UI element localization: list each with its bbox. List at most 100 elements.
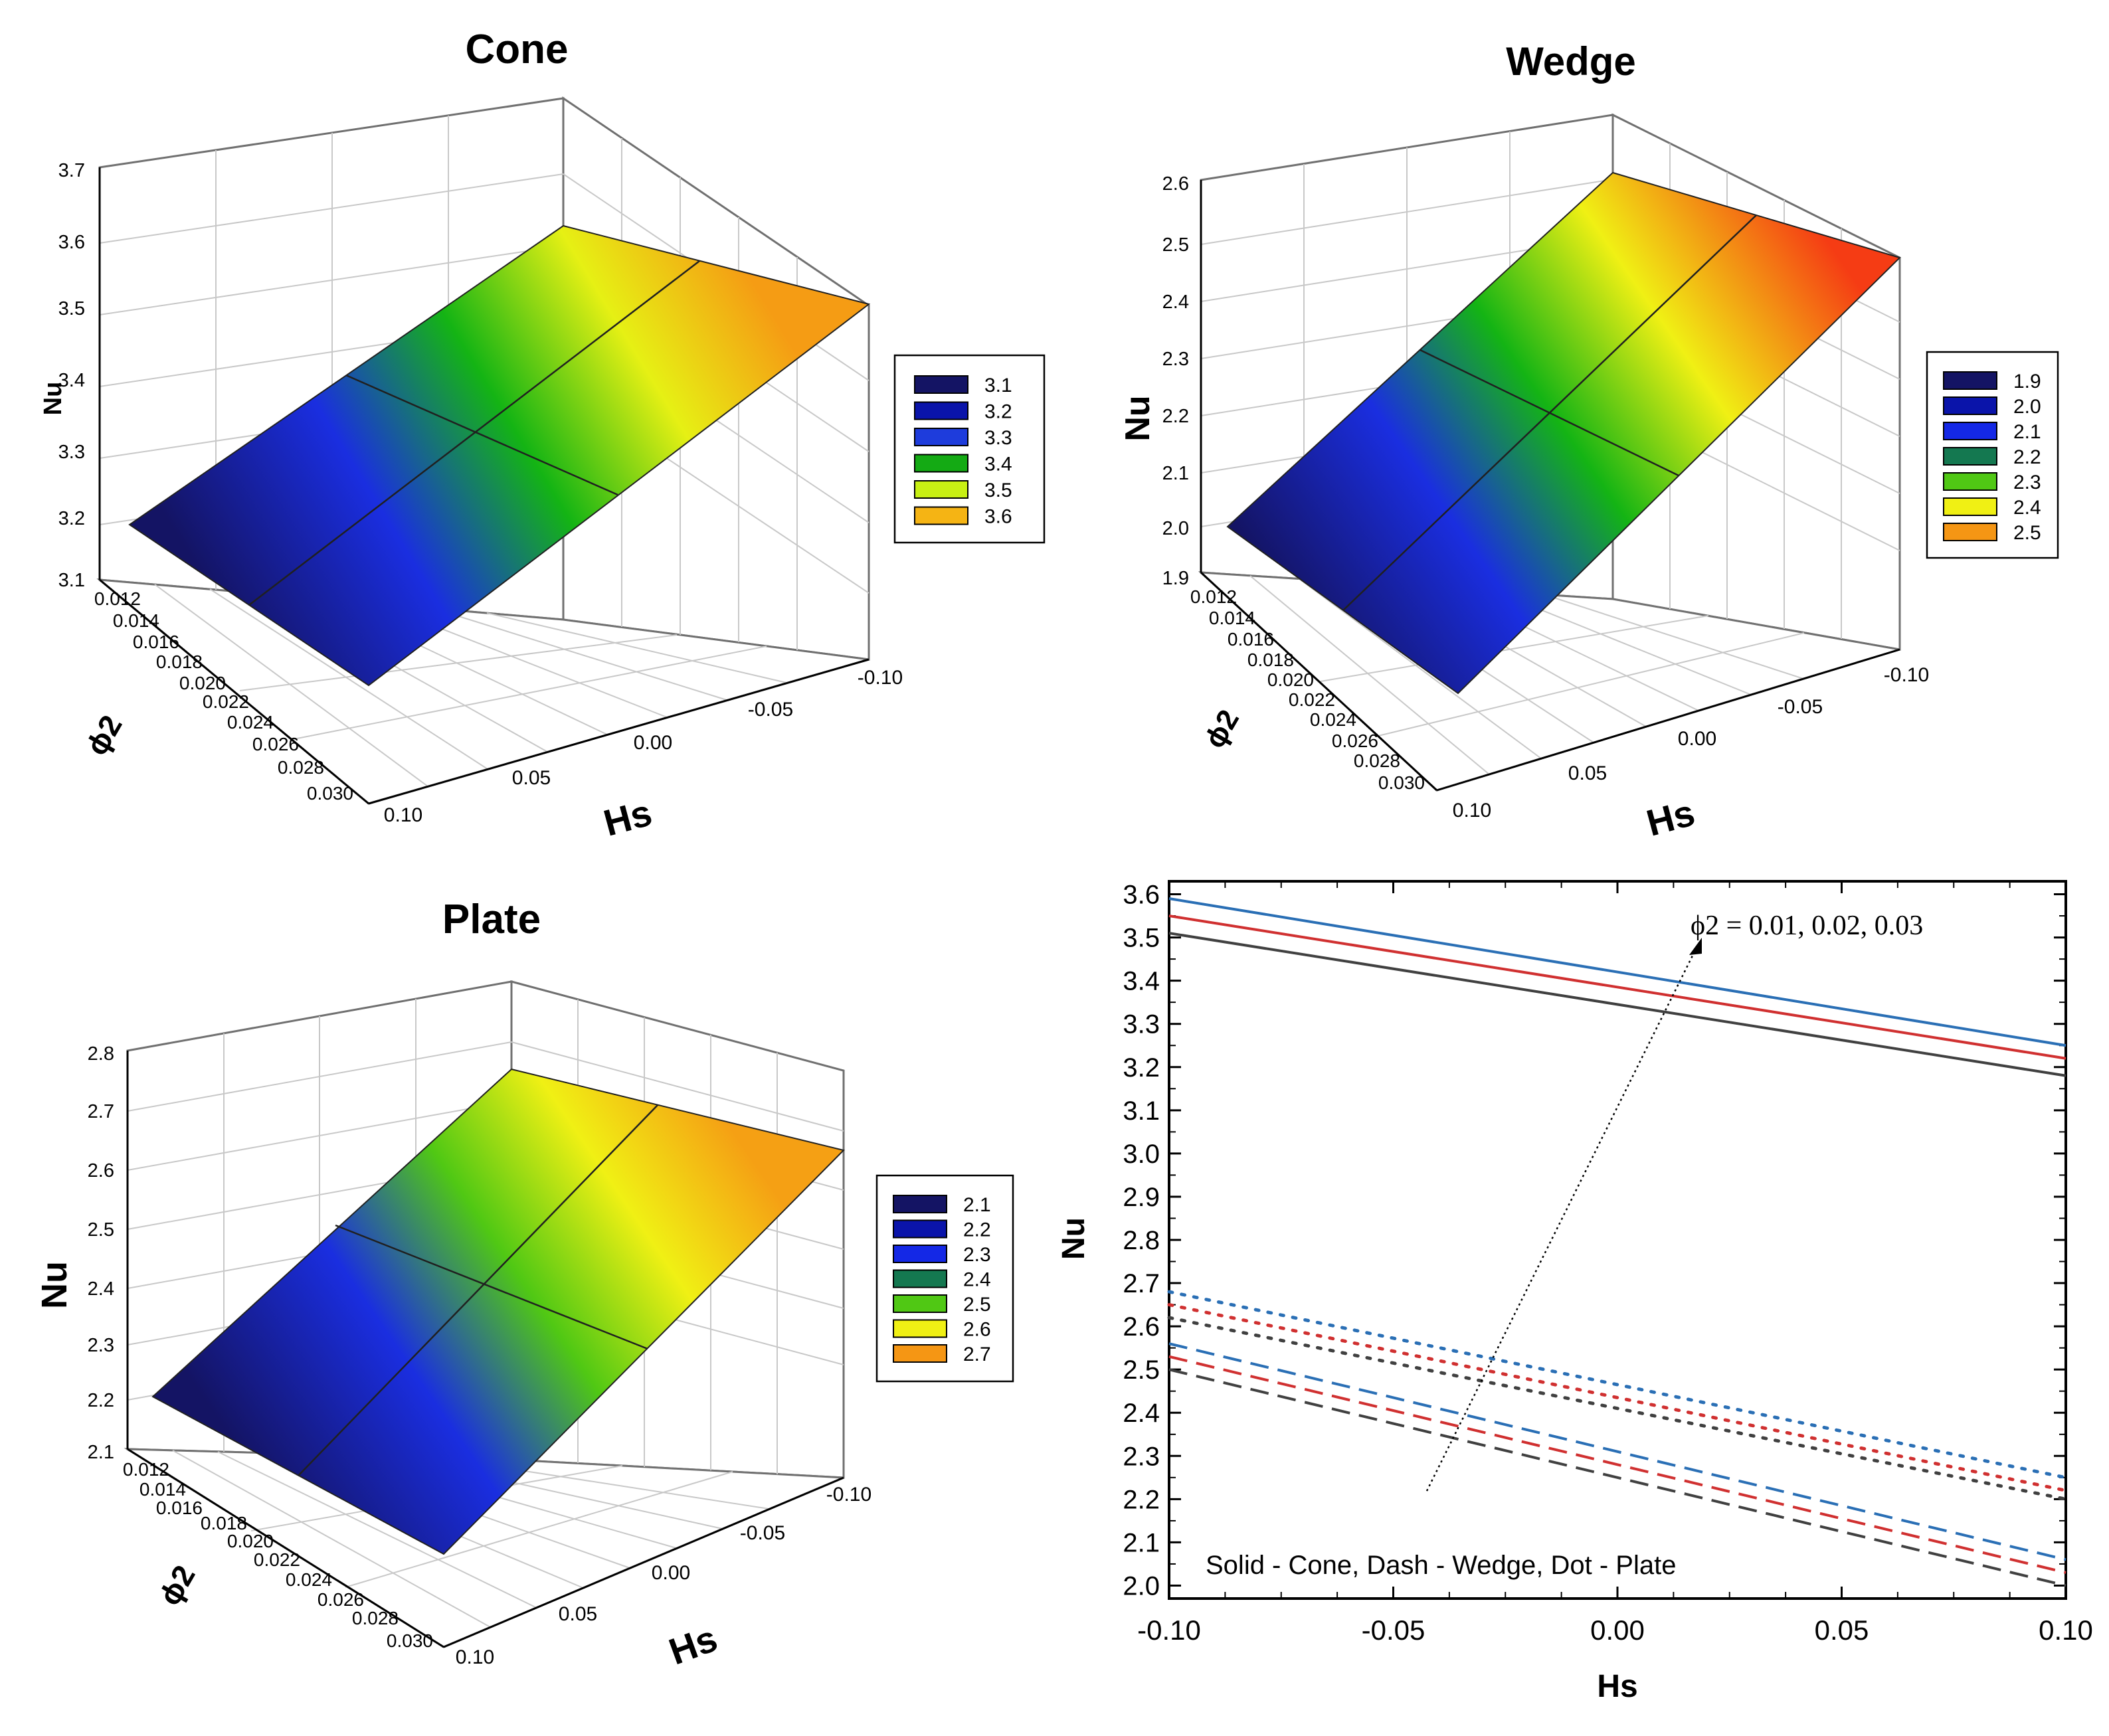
line-x-label: Hs <box>1597 1669 1637 1704</box>
cone-z-label: Nu <box>39 382 67 416</box>
cone-legend-swatch <box>914 506 968 525</box>
plate-z-tick: 2.6 <box>88 1160 114 1181</box>
cone-hs-label: Hs <box>599 791 656 843</box>
plate-phi-tick: 0.018 <box>201 1513 247 1533</box>
plate-surface-line <box>298 1104 658 1476</box>
line-y-label: Nu <box>1056 1217 1091 1260</box>
cone-phi-tick: 0.016 <box>133 632 179 652</box>
cone-phi-tick: 0.028 <box>278 757 324 778</box>
series-line-dash-1 <box>1168 1355 2066 1574</box>
wedge-hs-tick: -0.10 <box>1884 664 1929 686</box>
wedge-hs-label: Hs <box>1642 791 1698 843</box>
plate-title: Plate <box>442 897 541 942</box>
cone-surface-line <box>248 260 700 606</box>
wedge-phi-tick: 0.024 <box>1310 709 1356 730</box>
plate-hs-label: Hs <box>664 1617 723 1673</box>
line-y-tick-label: 2.8 <box>1123 1226 1160 1255</box>
cone-z-tick: 3.1 <box>58 570 85 591</box>
line-series-group <box>1167 897 2068 1587</box>
wedge-legend-swatch <box>1943 523 1997 541</box>
wedge-legend-label: 2.2 <box>2013 446 2041 468</box>
line-y-tick-label: 2.2 <box>1123 1485 1160 1514</box>
cone-phi-tick: 0.012 <box>94 588 141 609</box>
wedge-phi-label: ϕ2 <box>1198 705 1245 754</box>
line-caption: Solid - Cone, Dash - Wedge, Dot - Plate <box>1206 1551 1676 1580</box>
wedge-legend-label: 2.0 <box>2013 396 2041 418</box>
line-x-tick-label: 0.00 <box>1590 1614 1645 1646</box>
cone-phi-tick: 0.030 <box>307 783 353 804</box>
cone-surface-plot: Cone 3.1 3.2 3.3 <box>39 27 1046 844</box>
wedge-z-tick: 2.1 <box>1162 463 1189 484</box>
line-y-tick-label: 3.0 <box>1123 1140 1160 1169</box>
wedge-legend-label: 2.5 <box>2013 522 2041 544</box>
wedge-phi-tick: 0.026 <box>1332 731 1378 751</box>
wedge-legend: 1.9 2.0 2.1 2.2 2.3 2.4 2.5 <box>1943 371 2041 544</box>
cone-z-tick: 3.5 <box>58 298 85 319</box>
cone-hs-tick: 0.10 <box>384 804 422 826</box>
plate-z-tick: 2.3 <box>88 1335 114 1356</box>
wedge-phi-tick: 0.012 <box>1190 586 1237 607</box>
plate-legend-swatch <box>893 1269 947 1288</box>
plate-phi-tick: 0.016 <box>156 1498 203 1518</box>
wedge-phi-tick: 0.016 <box>1228 629 1274 650</box>
line-y-tick-label: 3.3 <box>1123 1010 1160 1039</box>
wedge-surface-plot: Wedge 1.9 2.0 2.1 2.2 2.3 2 <box>1119 39 2059 844</box>
line-x-tick-label: -0.05 <box>1362 1614 1425 1646</box>
line-y-tick-label: 3.4 <box>1123 967 1160 996</box>
plate-z-tick: 2.4 <box>88 1278 114 1300</box>
line-y-ticks: 2.0 2.1 2.2 2.3 2.4 2.5 2.6 2.7 2.8 2.9 3.0 3.1 3.2 3… <box>1123 881 2066 1601</box>
wedge-z-tick: 1.9 <box>1162 568 1189 589</box>
wedge-legend-swatch <box>1943 447 1997 466</box>
plate-hs-tick: 0.05 <box>559 1603 597 1625</box>
line-chart: 2.0 2.1 2.2 2.3 2.4 2.5 2.6 2.7 2.8 2.9 3.0 3.1 3.2 3… <box>1056 880 2093 1704</box>
line-y-tick-label: 2.9 <box>1123 1183 1160 1212</box>
line-chart-frame <box>1168 880 2067 1600</box>
line-annotation: ϕ2 = 0.01, 0.02, 0.03 <box>1691 911 1923 941</box>
cone-z-tick: 3.6 <box>58 232 85 253</box>
cone-surface-line <box>345 374 618 496</box>
plate-hs-tick: 0.00 <box>652 1562 690 1584</box>
cone-hs-tick: -0.10 <box>858 667 903 689</box>
wedge-z-tick: 2.4 <box>1162 292 1189 313</box>
wedge-phi-tick: 0.014 <box>1209 608 1255 628</box>
plate-legend-swatch <box>893 1219 947 1239</box>
line-x-ticks: -0.10 -0.05 0.00 0.05 0.10 <box>1137 881 2093 1646</box>
plate-phi-tick: 0.026 <box>318 1589 364 1610</box>
cone-phi-tick: 0.024 <box>227 712 274 733</box>
plate-phi-tick: 0.030 <box>387 1630 433 1651</box>
series-line-dot-2 <box>1167 1290 2068 1480</box>
plate-z-tick: 2.7 <box>88 1101 114 1122</box>
wedge-hs-tick: 0.10 <box>1453 800 1491 822</box>
line-x-tick-label: -0.10 <box>1137 1614 1201 1646</box>
cone-legend-label: 3.6 <box>984 506 1012 528</box>
wedge-phi-tick: 0.020 <box>1267 669 1314 690</box>
wedge-phi-tick: 0.022 <box>1289 689 1335 710</box>
cone-legend-swatch <box>914 454 968 473</box>
wedge-legend-label: 2.1 <box>2013 421 2041 443</box>
wedge-legend-label: 2.4 <box>2013 497 2041 519</box>
wedge-surface-line <box>1420 349 1679 477</box>
plate-legend-label: 2.2 <box>963 1219 991 1241</box>
wedge-z-tick: 2.0 <box>1162 518 1189 539</box>
wedge-z-tick: 2.3 <box>1162 349 1189 370</box>
cone-hs-tick: -0.05 <box>748 699 793 721</box>
cone-phi-axis <box>99 578 369 805</box>
plate-surface-plot: Plate 2.1 2.2 2.3 2.4 2.5 2 <box>35 897 1014 1673</box>
wedge-phi-tick: 0.028 <box>1354 750 1400 771</box>
series-line-dot-1 <box>1167 1303 2068 1492</box>
wedge-z-tick: 2.2 <box>1162 406 1189 427</box>
wedge-z-label: Nu <box>1119 395 1157 441</box>
line-y-tick-label: 2.1 <box>1123 1528 1160 1557</box>
wedge-legend-swatch <box>1943 371 1997 390</box>
plate-z-tick: 2.2 <box>88 1390 114 1411</box>
plate-legend-label: 2.4 <box>963 1269 991 1291</box>
plate-z-label: Nu <box>35 1261 74 1309</box>
series-line-solid-0 <box>1168 932 2066 1077</box>
wedge-surface <box>1226 171 1901 695</box>
plate-legend: 2.1 2.2 2.3 2.4 2.5 2.6 2.7 <box>893 1194 991 1365</box>
series-line-solid-1 <box>1168 914 2066 1060</box>
wedge-phi-axis <box>1200 571 1438 792</box>
cone-phi-tick: 0.014 <box>113 610 159 631</box>
cone-legend-label: 3.4 <box>984 454 1012 476</box>
plate-phi-tick: 0.012 <box>123 1459 169 1480</box>
